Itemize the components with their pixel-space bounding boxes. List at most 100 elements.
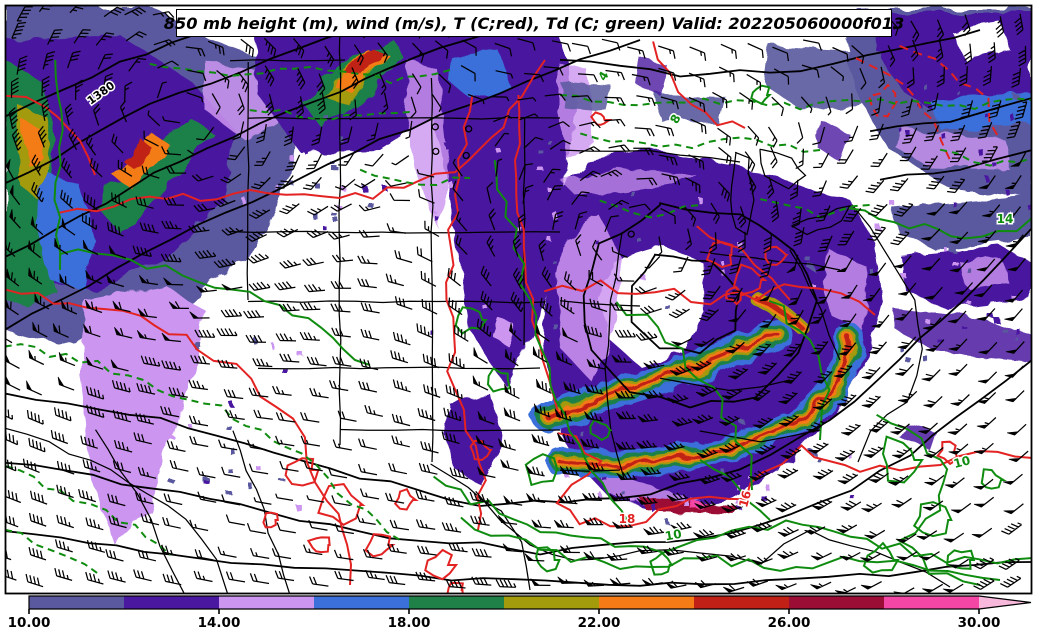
wind-speed-speckle xyxy=(596,241,600,246)
wind-speed-speckle xyxy=(316,184,321,190)
wind-speed-speckle xyxy=(990,161,994,166)
wind-speed-speckle xyxy=(993,164,999,168)
wind-speed-fill xyxy=(492,318,516,346)
wind-speed-speckle xyxy=(746,474,750,478)
wind-speed-speckle xyxy=(341,186,345,191)
wind-speed-speckle xyxy=(944,247,948,252)
wind-speed-speckle xyxy=(678,474,682,478)
wind-speed-fill xyxy=(636,58,668,96)
wind-speed-speckle xyxy=(1016,338,1020,342)
wind-speed-speckle xyxy=(580,431,584,436)
wind-speed-speckle xyxy=(718,484,722,490)
dewpoint-contour-label: 10 xyxy=(664,527,683,544)
wind-speed-speckle xyxy=(195,342,201,347)
wind-speed-speckle xyxy=(554,262,558,266)
wind-speed-speckle xyxy=(744,483,750,488)
wind-speed-speckle xyxy=(693,491,698,496)
wind-speed-speckle xyxy=(766,485,770,491)
wind-speed-speckle xyxy=(201,477,206,481)
wind-speed-fill xyxy=(893,308,1031,362)
wind-speed-speckle xyxy=(992,316,998,322)
wind-speed-speckle xyxy=(806,257,811,262)
wind-speed-speckle xyxy=(923,356,928,362)
dewpoint-contour-label: 10 xyxy=(952,453,972,471)
map-title-box: 850 mb height (m), wind (m/s), T (C;red)… xyxy=(164,9,904,37)
wind-speed-speckle xyxy=(811,283,815,289)
wind-speed-speckle xyxy=(701,200,705,206)
wind-speed-speckle xyxy=(247,482,252,488)
wind-speed-speckle xyxy=(969,302,973,307)
wind-speed-speckle xyxy=(274,161,278,167)
colorbar-segment xyxy=(884,596,979,609)
wind-speed-speckle xyxy=(546,235,550,240)
wind-speed-speckle xyxy=(1030,172,1031,177)
wind-speed-speckle xyxy=(437,218,441,224)
wind-speed-speckle xyxy=(981,152,986,158)
wind-speed-fill xyxy=(38,170,95,290)
wind-speed-speckle xyxy=(258,468,263,472)
wind-speed-speckle xyxy=(949,247,955,253)
wind-speed-speckle xyxy=(298,353,304,357)
wind-speed-speckle xyxy=(1015,328,1020,334)
wind-speed-speckle xyxy=(980,300,985,305)
wind-speed-speckle xyxy=(603,477,608,482)
wind-speed-speckle xyxy=(802,282,806,286)
wind-speed-speckle xyxy=(819,248,824,252)
wind-speed-speckle xyxy=(528,255,534,260)
wind-speed-speckle xyxy=(228,401,233,406)
wind-speed-speckle xyxy=(927,320,932,325)
wind-speed-speckle xyxy=(297,506,303,512)
wind-speed-speckle xyxy=(147,396,153,400)
wind-speed-speckle xyxy=(453,147,459,151)
wind-speed-speckle xyxy=(950,290,954,296)
wind-speed-speckle xyxy=(333,214,339,218)
colorbar-segment xyxy=(219,596,314,609)
wind-speed-speckle xyxy=(169,435,174,439)
wind-speed-speckle xyxy=(752,306,757,312)
calm-wind-circle xyxy=(432,147,440,156)
wind-speed-speckle xyxy=(1007,191,1011,197)
wind-speed-speckle xyxy=(985,176,989,182)
wind-speed-speckle xyxy=(332,166,338,170)
wind-speed-speckle xyxy=(1011,116,1016,122)
wind-speed-speckle xyxy=(371,205,376,211)
wind-speed-speckle xyxy=(278,477,284,481)
wind-speed-speckle xyxy=(709,426,714,432)
wind-speed-speckle xyxy=(612,276,618,282)
colorbar-tick-label: 30.00 xyxy=(958,615,1001,631)
wind-speed-speckle xyxy=(434,212,438,216)
temperature-contour-label: 18 xyxy=(619,512,636,526)
wind-speed-speckle xyxy=(231,450,237,456)
wind-speed-speckle xyxy=(963,327,968,331)
wind-speed-speckle xyxy=(631,498,636,502)
calm-wind-circle xyxy=(627,230,635,238)
wind-speed-speckle xyxy=(651,505,657,511)
colorbar-segment xyxy=(124,596,219,609)
temperature-contour-layer xyxy=(6,41,1031,593)
wind-speed-speckle xyxy=(283,369,288,374)
wind-speed-speckle xyxy=(291,182,295,188)
wind-speed-speckle xyxy=(550,211,556,217)
wind-speed-speckle xyxy=(759,494,765,499)
wind-speed-speckle xyxy=(684,500,690,506)
wind-speed-speckle xyxy=(898,128,902,132)
wind-speed-speckle xyxy=(1025,203,1031,207)
wind-speed-speckle xyxy=(621,491,626,495)
wind-speed-fill xyxy=(640,498,740,515)
wind-speed-speckle xyxy=(241,198,246,204)
wind-speed-fill xyxy=(80,285,205,545)
wind-speed-speckle xyxy=(304,150,308,154)
colorbar-segment xyxy=(29,596,124,609)
colorbar-segment xyxy=(789,596,884,609)
wind-speed-speckle xyxy=(794,282,799,287)
wind-speed-speckle xyxy=(267,154,273,160)
wind-speed-speckle xyxy=(567,476,573,480)
wind-speed-speckle xyxy=(970,270,974,276)
wind-speed-speckle xyxy=(483,176,487,182)
colorbar-tick-label: 18.00 xyxy=(388,615,431,631)
wind-speed-speckle xyxy=(228,469,233,473)
wind-speed-speckle xyxy=(683,413,688,419)
wind-speed-speckle xyxy=(474,301,479,306)
